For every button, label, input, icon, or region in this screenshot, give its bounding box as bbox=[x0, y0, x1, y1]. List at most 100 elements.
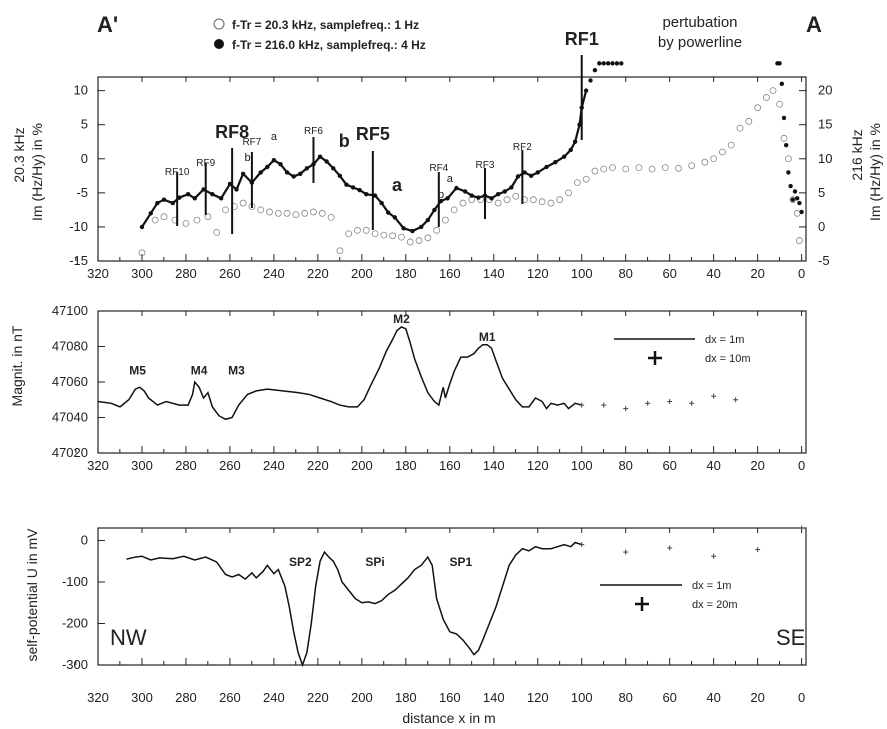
data-point-20khz bbox=[591, 167, 599, 175]
x-tick-label: 140 bbox=[483, 690, 505, 705]
powerline-note-line2: by powerline bbox=[658, 34, 742, 51]
data-point-20khz bbox=[406, 238, 414, 246]
data-point-20khz bbox=[160, 213, 168, 221]
data-point-20khz bbox=[274, 209, 282, 217]
data-point-216khz bbox=[788, 183, 793, 189]
data-point-20khz bbox=[138, 249, 146, 257]
vlf-legend: f-Tr = 20.3 kHz, samplefreq.: 1 Hz f-Tr … bbox=[213, 18, 426, 52]
data-point-20khz bbox=[556, 196, 564, 204]
y-tick-label: 0 bbox=[81, 151, 88, 166]
data-point-20khz bbox=[727, 141, 735, 149]
legend-label-216khz: f-Tr = 216.0 kHz, samplefreq.: 4 Hz bbox=[232, 38, 426, 52]
x-tick-label: 320 bbox=[87, 690, 109, 705]
data-point-216khz bbox=[588, 78, 593, 83]
data-point-216khz bbox=[781, 115, 787, 121]
data-point-20khz bbox=[204, 213, 212, 221]
anomaly-label: SP1 bbox=[449, 555, 472, 569]
data-point-216khz bbox=[605, 61, 611, 66]
data-point-20khz bbox=[442, 216, 449, 224]
data-point-20khz bbox=[622, 165, 630, 173]
data-point-20khz bbox=[785, 155, 792, 163]
data-point-20khz bbox=[745, 117, 753, 125]
plot-frame bbox=[97, 527, 807, 666]
data-point-20khz bbox=[371, 230, 379, 238]
data-point-20khz bbox=[769, 87, 777, 95]
data-point-20khz bbox=[529, 196, 537, 204]
ylabel-left-line1: 20.3 kHz bbox=[11, 127, 27, 182]
anomaly-label: M4 bbox=[191, 364, 208, 378]
data-point-216khz bbox=[797, 200, 802, 206]
data-point-20khz bbox=[503, 196, 511, 204]
x-tick-label: 300 bbox=[131, 458, 153, 473]
magnetic-legend: dx = 1m dx = 10m bbox=[614, 334, 751, 365]
sp-legend-label-1m: dx = 1m bbox=[692, 580, 731, 592]
data-point-20khz bbox=[336, 247, 344, 255]
x-tick-label: 0 bbox=[798, 458, 805, 473]
data-point-20khz bbox=[301, 209, 309, 217]
legend-filled-circle-marker bbox=[214, 39, 224, 49]
x-tick-label: 260 bbox=[219, 690, 241, 705]
data-point-20khz bbox=[494, 199, 502, 207]
y-tick-label: -200 bbox=[62, 615, 88, 630]
y-right-tick-label: 10 bbox=[818, 151, 832, 166]
x-tick-label: 240 bbox=[263, 266, 285, 281]
corner-label-a-prime: A' bbox=[97, 12, 118, 37]
sp-ylabel: self-potential U in mV bbox=[24, 528, 40, 662]
x-tick-label: 280 bbox=[175, 458, 197, 473]
x-tick-label: 60 bbox=[662, 266, 676, 281]
rf-label: RF6 bbox=[304, 126, 323, 137]
data-point-20khz bbox=[582, 175, 590, 183]
data-point-20khz bbox=[609, 164, 616, 172]
ylabel-right-line1: 216 kHz bbox=[849, 129, 865, 180]
sub-marker-label: a bbox=[392, 175, 403, 195]
data-point-20khz bbox=[793, 209, 801, 217]
rf-label: RF3 bbox=[476, 160, 495, 171]
anomaly-label: M1 bbox=[479, 330, 496, 344]
data-point-216khz bbox=[619, 61, 624, 66]
data-point-20khz bbox=[345, 230, 353, 238]
data-point-20khz bbox=[389, 232, 397, 240]
rf-label: RF5 bbox=[356, 124, 390, 144]
sub-marker-label: a bbox=[447, 173, 454, 185]
x-tick-label: 80 bbox=[618, 266, 632, 281]
data-point-20khz bbox=[688, 162, 696, 169]
x-tick-label: 260 bbox=[219, 458, 241, 473]
y-right-tick-label: 0 bbox=[818, 219, 825, 234]
rf-label: RF7 bbox=[242, 137, 261, 148]
x-tick-label: 200 bbox=[351, 458, 373, 473]
x-tick-label: 60 bbox=[662, 690, 676, 705]
data-point-20khz bbox=[600, 165, 608, 173]
sp-legend: dx = 1m dx = 20m bbox=[600, 580, 738, 611]
data-point-216khz bbox=[790, 197, 796, 202]
data-point-20khz bbox=[635, 164, 643, 172]
data-point-216khz bbox=[784, 142, 789, 148]
data-point-216khz bbox=[597, 61, 602, 66]
y-right-tick-label: 5 bbox=[818, 185, 825, 200]
data-point-20khz bbox=[661, 164, 669, 172]
sp-legend-plus-symbol bbox=[635, 597, 649, 611]
data-point-20khz bbox=[573, 179, 581, 187]
rf-label: RF2 bbox=[513, 142, 532, 153]
x-tick-label: 120 bbox=[527, 458, 549, 473]
x-tick-label: 200 bbox=[351, 690, 373, 705]
plot-frame bbox=[97, 310, 807, 454]
data-point-20khz bbox=[257, 206, 265, 214]
x-tick-label: 160 bbox=[439, 690, 461, 705]
y-tick-label: 47060 bbox=[52, 374, 88, 389]
data-point-20khz bbox=[380, 231, 388, 239]
x-tick-label: 160 bbox=[439, 458, 461, 473]
data-point-20khz bbox=[182, 220, 190, 227]
x-tick-label: 80 bbox=[618, 690, 632, 705]
y-right-tick-label: 20 bbox=[818, 83, 832, 98]
data-point-216khz bbox=[779, 81, 785, 87]
sp-xlabel: distance x in m bbox=[402, 710, 495, 726]
x-tick-label: 140 bbox=[483, 266, 505, 281]
data-point-20khz bbox=[719, 148, 726, 156]
legend-label-20khz: f-Tr = 20.3 kHz, samplefreq.: 1 Hz bbox=[232, 18, 419, 32]
data-point-20khz bbox=[433, 226, 441, 234]
data-point-20khz bbox=[193, 216, 201, 224]
x-tick-label: 320 bbox=[87, 266, 109, 281]
data-point-216khz bbox=[795, 196, 800, 201]
data-point-20khz bbox=[213, 228, 221, 236]
data-point-20khz bbox=[292, 211, 300, 219]
